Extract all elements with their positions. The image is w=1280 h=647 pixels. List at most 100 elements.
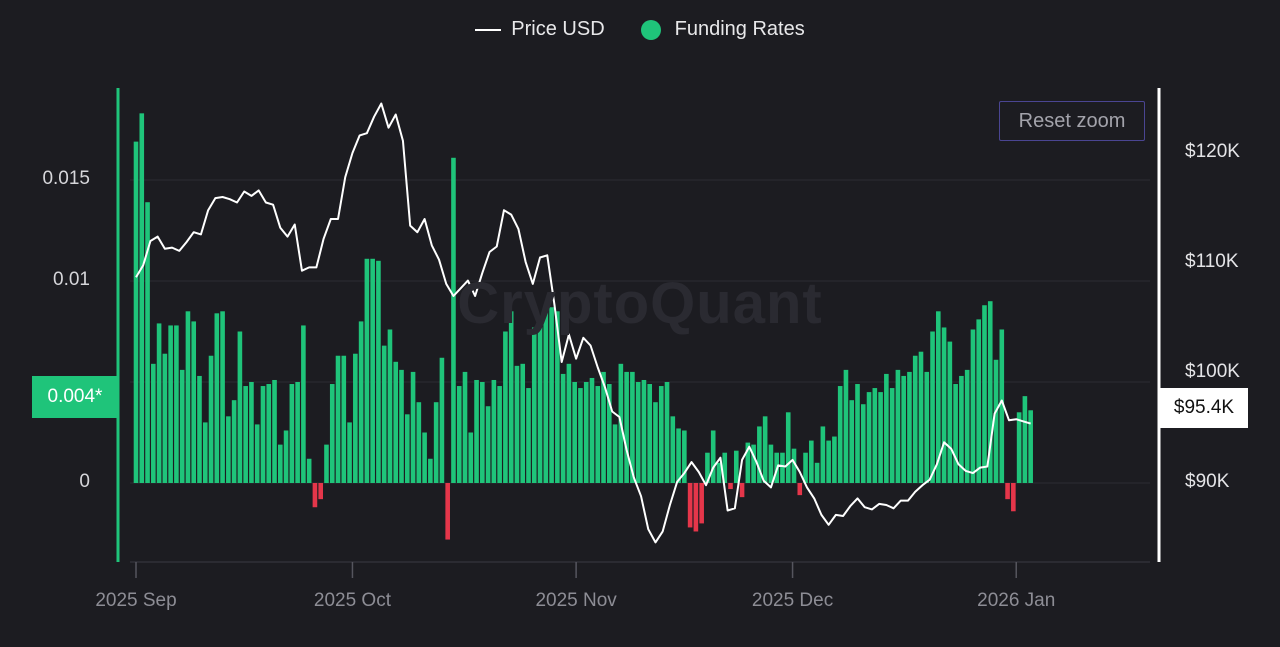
funding-bar: [699, 483, 704, 524]
funding-bar: [987, 301, 993, 483]
funding-bar: [197, 375, 202, 483]
funding-bar: [566, 363, 572, 483]
funding-bar: [329, 384, 335, 483]
funding-bar: [335, 355, 341, 483]
funding-bar: [641, 379, 647, 483]
y-left-tick-label: 0: [79, 471, 90, 492]
y-right-tick-label: $110K: [1185, 251, 1239, 272]
y-right-tick-label: $90K: [1185, 471, 1230, 492]
legend-dot-icon: [640, 19, 661, 40]
funding-bar: [410, 371, 416, 483]
funding-bar: [555, 311, 560, 483]
funding-bar: [716, 462, 722, 483]
x-tick-label: 2026 Jan: [977, 590, 1056, 611]
funding-bar: [583, 382, 589, 483]
y-right-tick-label: $100K: [1185, 361, 1240, 382]
funding-bar: [780, 452, 785, 483]
funding-bar: [220, 311, 225, 483]
funding-bar: [416, 402, 422, 483]
funding-bar: [687, 483, 693, 528]
funding-bar: [705, 452, 710, 483]
funding-bar: [970, 329, 976, 483]
funding-bar: [728, 483, 733, 490]
funding-bar: [849, 400, 855, 483]
funding-bar: [428, 458, 433, 483]
funding-bar: [624, 371, 629, 483]
funding-bar: [497, 386, 502, 483]
funding-bar: [526, 388, 531, 483]
funding-bar: [462, 371, 468, 483]
funding-bar: [289, 384, 295, 483]
legend-funding[interactable]: Funding Rates: [640, 18, 805, 41]
current-price-badge: $95.4K: [1160, 388, 1248, 428]
funding-bar: [301, 325, 306, 483]
funding-bar: [370, 258, 375, 483]
funding-bar: [941, 327, 947, 483]
funding-bar: [133, 141, 139, 483]
funding-bar: [762, 416, 768, 483]
funding-bar: [964, 369, 970, 483]
funding-bar: [145, 202, 150, 483]
funding-bar: [226, 416, 231, 483]
x-tick-label: 2025 Oct: [313, 590, 391, 611]
funding-bar: [739, 483, 745, 498]
funding-bar: [139, 113, 145, 483]
legend: Price USD Funding Rates: [0, 18, 1280, 41]
reset-zoom-button[interactable]: Reset zoom: [999, 101, 1145, 141]
funding-bar: [895, 369, 901, 483]
funding-bar: [1005, 483, 1010, 500]
funding-bar: [422, 432, 427, 483]
funding-bar: [208, 355, 214, 483]
funding-bar: [757, 426, 762, 483]
funding-bar: [168, 325, 173, 483]
funding-bar: [272, 379, 277, 483]
funding-bar: [918, 351, 924, 483]
funding-bar: [803, 452, 808, 483]
funding-bar: [884, 373, 889, 483]
funding-bar: [653, 402, 658, 483]
funding-bar: [768, 444, 774, 483]
funding-bar: [1016, 412, 1022, 483]
funding-bar: [785, 412, 791, 483]
funding-bar: [254, 424, 260, 483]
funding-bar: [947, 341, 953, 483]
price-line: [135, 102, 1031, 544]
funding-bar: [485, 406, 491, 483]
funding-bar: [682, 430, 687, 483]
funding-bar: [306, 458, 312, 483]
funding-bar: [751, 444, 756, 483]
funding-bar: [693, 483, 699, 532]
funding-bar: [832, 436, 837, 483]
funding-bar: [560, 373, 566, 483]
funding-bar: [595, 386, 601, 483]
funding-bar: [231, 400, 237, 483]
funding-bar: [936, 311, 941, 483]
funding-bar: [537, 321, 543, 483]
funding-bar: [341, 355, 347, 483]
funding-bar: [791, 448, 797, 483]
funding-bar: [710, 430, 716, 483]
funding-bar: [278, 444, 283, 483]
funding-bar: [924, 371, 930, 483]
funding-bar: [156, 323, 162, 483]
funding-bar: [676, 428, 681, 483]
funding-bar: [826, 440, 831, 483]
legend-price[interactable]: Price USD: [475, 18, 605, 41]
funding-bar: [664, 382, 670, 483]
y-left-tick-label: 0.01: [53, 269, 90, 290]
funding-bar: [237, 331, 243, 483]
funding-bar: [814, 462, 820, 483]
funding-bar: [358, 321, 364, 483]
funding-bar: [901, 375, 906, 483]
current-funding-badge: 0.004*: [32, 376, 118, 418]
funding-bar: [860, 404, 866, 483]
funding-bar: [601, 371, 606, 483]
funding-bar: [733, 450, 739, 483]
funding-bar: [572, 382, 577, 483]
funding-bar: [843, 369, 849, 483]
funding-bar: [630, 371, 635, 483]
funding-bar: [456, 386, 462, 483]
funding-bar: [503, 331, 508, 483]
funding-bar: [1022, 396, 1028, 483]
